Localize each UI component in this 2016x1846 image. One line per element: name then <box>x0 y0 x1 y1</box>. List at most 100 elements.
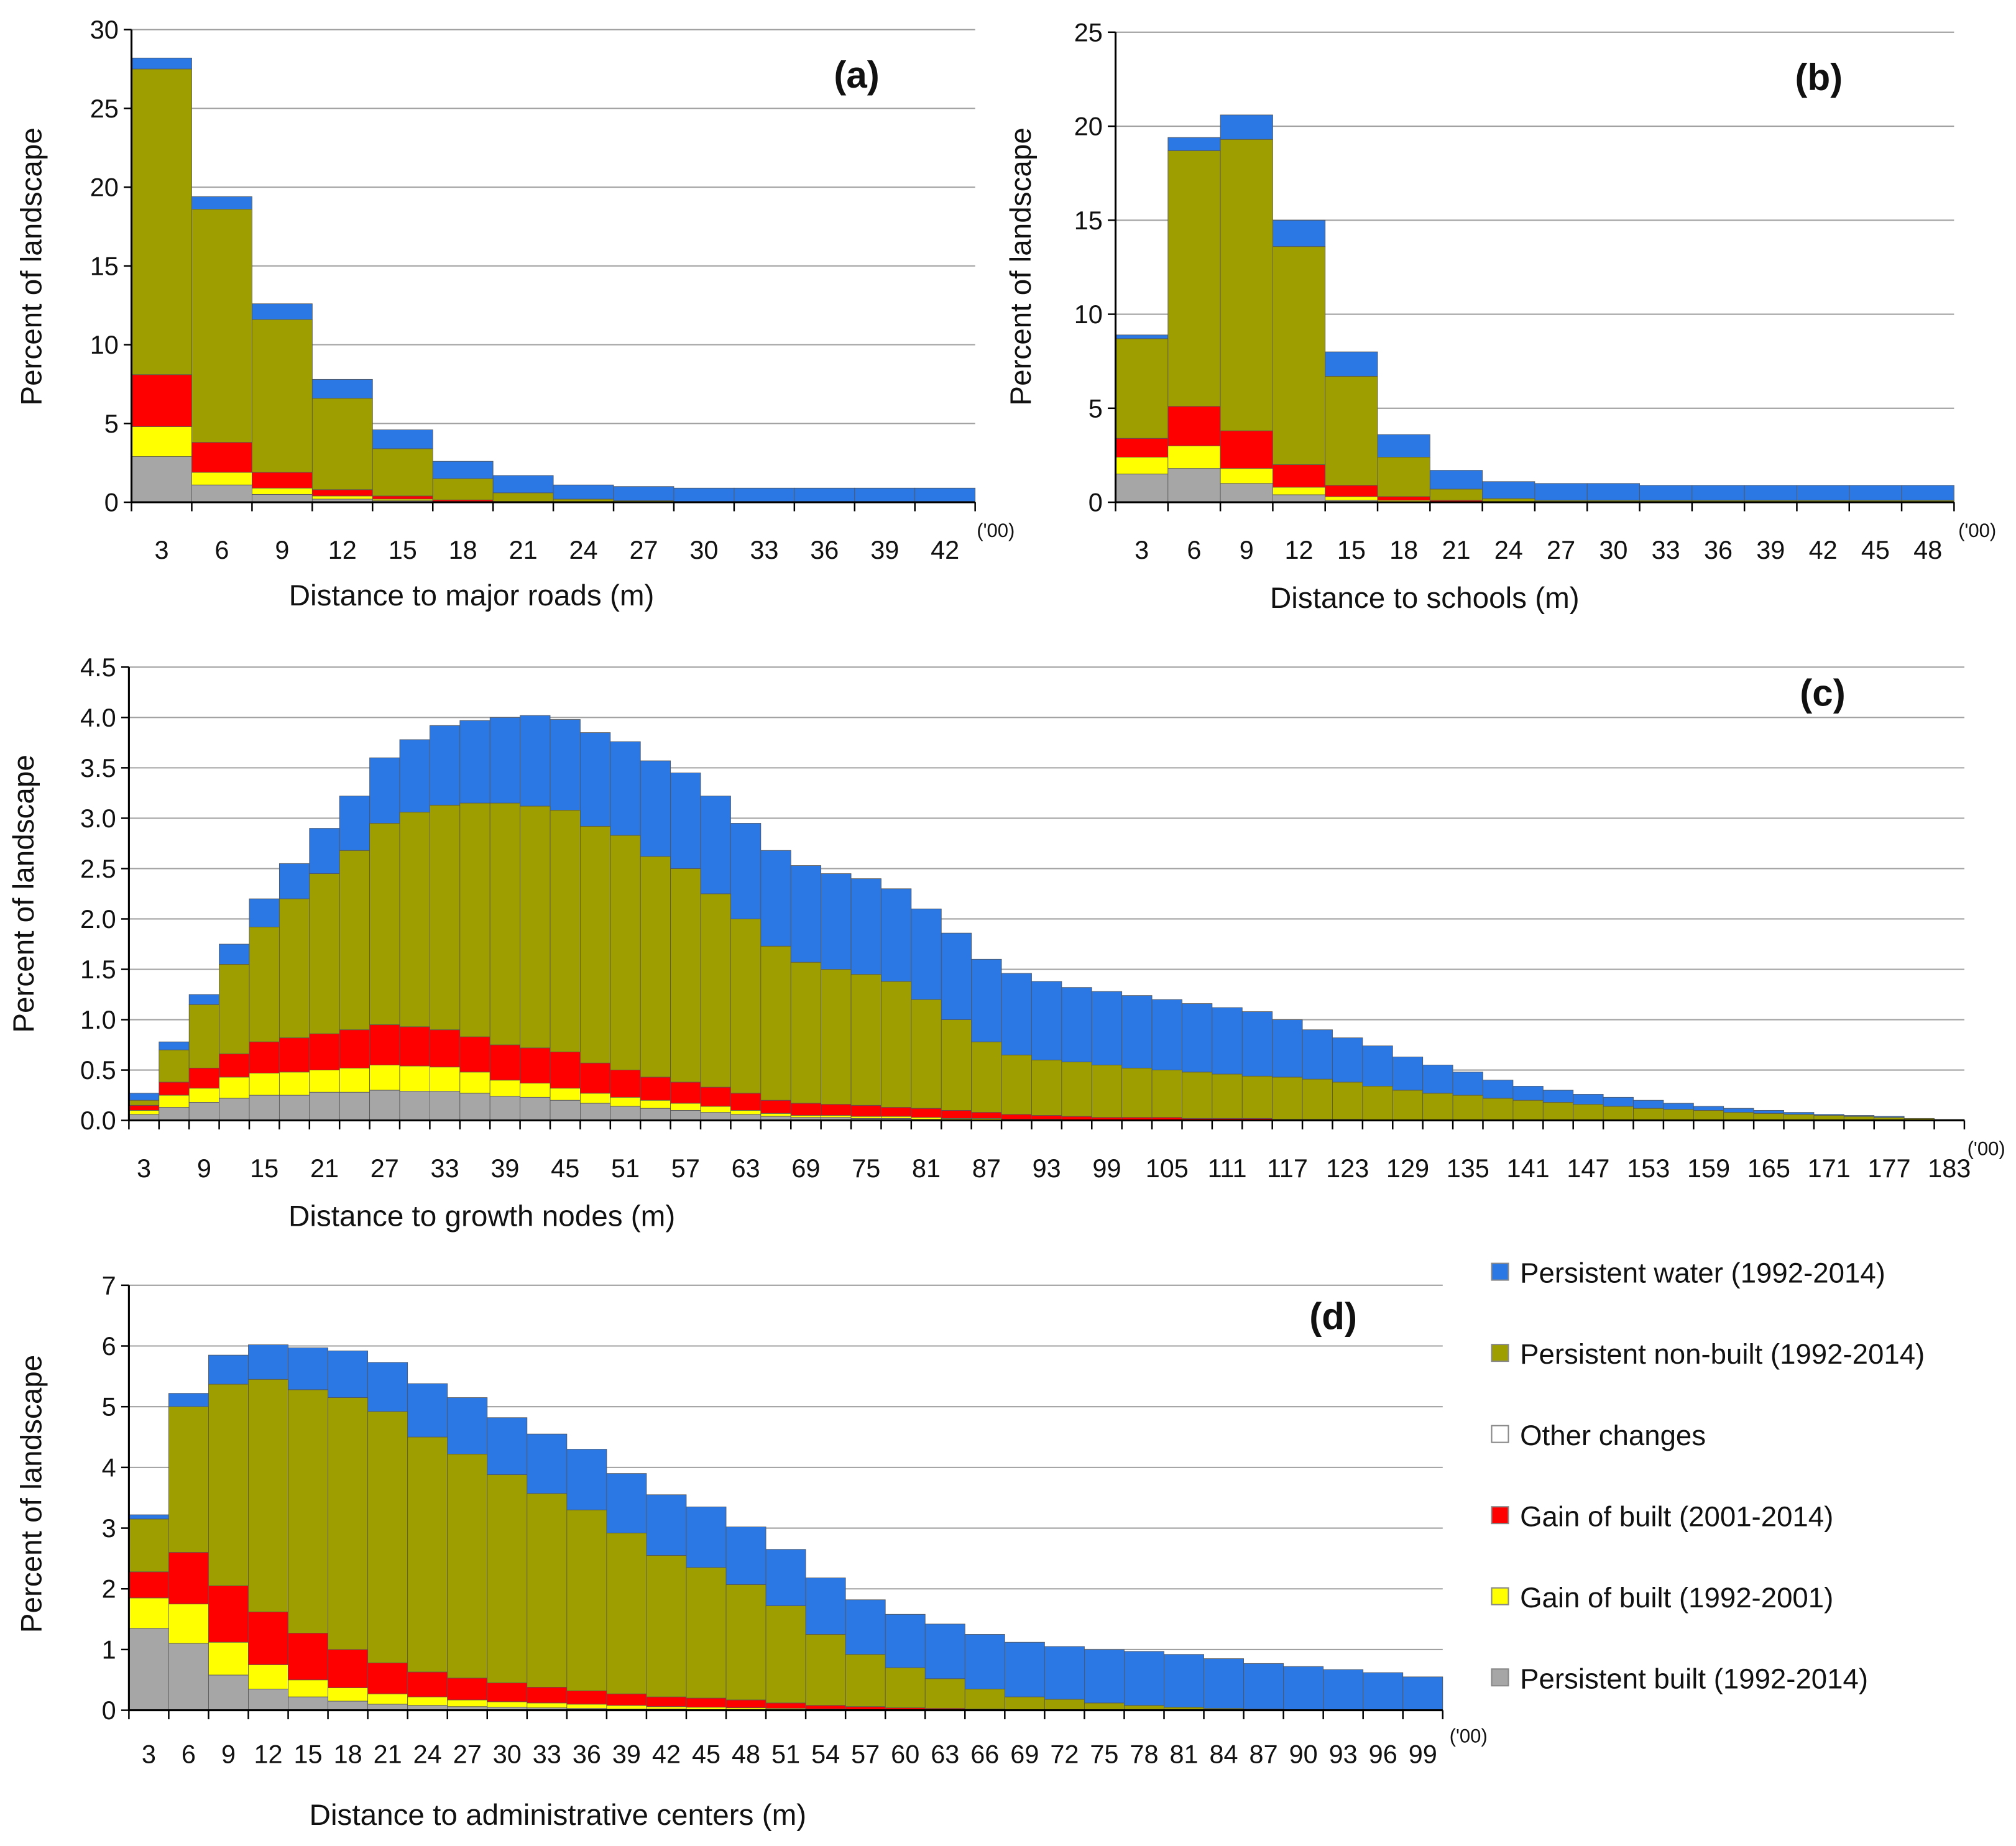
bar-segment-persistent-water-1992-2014 <box>278 863 310 899</box>
x-tick-label: 42 <box>931 535 959 564</box>
bar-segment-persistent-water-1992-2014 <box>1283 1666 1324 1711</box>
bar-segment-persistent-water-1992-2014 <box>1061 987 1092 1063</box>
bar-segment-gain-of-built-2001-2014 <box>610 1070 641 1098</box>
bar-segment-persistent-water-1992-2014 <box>550 719 581 810</box>
bar-segment-persistent-water-1992-2014 <box>885 1614 926 1668</box>
x-tick-label: 24 <box>413 1740 442 1769</box>
bar-segment-persistent-non-built-1992-2014 <box>1663 1109 1694 1121</box>
x-tick-label: 54 <box>811 1740 840 1769</box>
bar-segment-gain-of-built-1992-2001 <box>1115 457 1169 475</box>
bar-segment-persistent-water-1992-2014 <box>1031 981 1062 1060</box>
x-tick-label: 39 <box>1756 535 1785 564</box>
bar-segment-persistent-non-built-1992-2014 <box>1603 1106 1634 1121</box>
unit-note: ('00) <box>1958 520 1996 541</box>
bar-segment-persistent-non-built-1992-2014 <box>1241 1075 1273 1119</box>
x-tick-label: 48 <box>732 1740 760 1769</box>
y-tick-label: 20 <box>1074 112 1103 141</box>
bar-segment-gain-of-built-1992-2001 <box>219 1077 250 1099</box>
bar-segment-persistent-water-1992-2014 <box>1243 1663 1284 1710</box>
x-tick-label: 45 <box>551 1154 579 1183</box>
bar-segment-gain-of-built-1992-2001 <box>191 472 252 485</box>
bar-segment-gain-of-built-1992-2001 <box>790 1115 822 1118</box>
bar-segment-persistent-non-built-1992-2014 <box>850 974 881 1106</box>
bar-segment-persistent-water-1992-2014 <box>911 908 942 1000</box>
y-tick-label: 3.0 <box>80 804 116 833</box>
x-tick-label: 30 <box>1599 535 1627 564</box>
bar-segment-persistent-water-1992-2014 <box>1001 973 1032 1055</box>
bar-segment-gain-of-built-2001-2014 <box>640 1077 671 1101</box>
bar-segment-gain-of-built-2001-2014 <box>429 1029 461 1068</box>
bar-segment-gain-of-built-2001-2014 <box>219 1054 250 1078</box>
x-tick-label: 117 <box>1267 1154 1308 1183</box>
bar-segment-gain-of-built-2001-2014 <box>407 1671 448 1697</box>
bar-segment-persistent-non-built-1992-2014 <box>191 209 252 443</box>
bar-segment-gain-of-built-2001-2014 <box>1001 1114 1032 1120</box>
bar-segment-persistent-built-1992-2014 <box>188 1102 219 1121</box>
bar-segment-persistent-non-built-1992-2014 <box>309 873 340 1034</box>
bar-segment-persistent-non-built-1992-2014 <box>1115 338 1169 439</box>
bar-segment-persistent-built-1992-2014 <box>339 1091 371 1121</box>
bar-segment-persistent-water-1992-2014 <box>128 1093 160 1101</box>
bar-segment-persistent-water-1992-2014 <box>309 828 340 874</box>
bar-segment-persistent-water-1992-2014 <box>734 487 795 502</box>
x-tick-label: 87 <box>1250 1740 1278 1769</box>
y-tick-label: 6 <box>102 1331 116 1361</box>
legend-label: Persistent non-built (1992-2014) <box>1520 1338 1925 1370</box>
bar-segment-persistent-water-1992-2014 <box>580 732 611 827</box>
bar-segment-persistent-non-built-1992-2014 <box>640 856 671 1078</box>
x-tick-label: 69 <box>1010 1740 1039 1769</box>
x-tick-label: 66 <box>970 1740 999 1769</box>
x-tick-label: 39 <box>490 1154 519 1183</box>
x-tick-label: 183 <box>1928 1154 1971 1183</box>
x-axis-title: Distance to schools (m) <box>1270 582 1580 615</box>
bar-segment-gain-of-built-2001-2014 <box>248 1611 288 1665</box>
x-tick-label: 33 <box>750 535 778 564</box>
bar-segment-persistent-water-1992-2014 <box>429 725 461 806</box>
y-tick-label: 2.0 <box>80 904 116 934</box>
bar-segment-persistent-non-built-1992-2014 <box>489 802 521 1045</box>
bar-segment-persistent-water-1992-2014 <box>794 487 855 502</box>
y-tick-label: 7 <box>102 1270 116 1300</box>
bar-segment-persistent-water-1992-2014 <box>1692 485 1745 501</box>
x-tick-label: 45 <box>1861 535 1890 564</box>
bar-segment-gain-of-built-2001-2014 <box>971 1112 1002 1119</box>
bar-segment-persistent-water-1992-2014 <box>1363 1672 1404 1711</box>
bar-segment-gain-of-built-2001-2014 <box>188 1067 219 1089</box>
x-tick-label: 36 <box>573 1740 601 1769</box>
x-tick-label: 57 <box>671 1154 700 1183</box>
y-tick-label: 0 <box>104 488 119 517</box>
bar-segment-persistent-non-built-1992-2014 <box>527 1493 568 1688</box>
bar-segment-persistent-non-built-1992-2014 <box>964 1688 1005 1710</box>
bar-segment-persistent-water-1992-2014 <box>1402 1676 1443 1711</box>
bar-segment-gain-of-built-1992-2001 <box>369 1065 400 1091</box>
bar-segment-persistent-water-1992-2014 <box>369 757 400 824</box>
bar-segment-persistent-water-1992-2014 <box>1151 999 1182 1070</box>
bar-segment-gain-of-built-2001-2014 <box>760 1100 791 1114</box>
bar-segment-persistent-water-1992-2014 <box>1633 1100 1664 1109</box>
legend-label: Gain of built (1992-2001) <box>1520 1582 1833 1614</box>
x-tick-label: 21 <box>509 535 538 564</box>
bar-segment-gain-of-built-2001-2014 <box>520 1047 551 1084</box>
bar-segment-persistent-built-1992-2014 <box>309 1091 340 1121</box>
bar-segment-gain-of-built-1992-2001 <box>821 1115 852 1118</box>
bar-segment-gain-of-built-1992-2001 <box>760 1113 791 1117</box>
bar-segment-gain-of-built-2001-2014 <box>487 1683 528 1702</box>
bar-segment-persistent-water-1992-2014 <box>1843 1115 1875 1117</box>
bar-segment-persistent-built-1992-2014 <box>550 1100 581 1121</box>
bar-segment-gain-of-built-2001-2014 <box>941 1109 972 1119</box>
bar-segment-persistent-water-1992-2014 <box>971 958 1002 1042</box>
bar-segment-persistent-water-1992-2014 <box>1377 434 1430 457</box>
bar-segment-persistent-water-1992-2014 <box>131 57 192 70</box>
bar-segment-persistent-non-built-1992-2014 <box>730 919 762 1094</box>
bar-segment-persistent-water-1992-2014 <box>407 1383 448 1438</box>
bar-segment-persistent-water-1992-2014 <box>1164 1654 1204 1708</box>
bar-segment-gain-of-built-1992-2001 <box>407 1696 448 1706</box>
bar-segment-persistent-water-1992-2014 <box>487 1417 528 1476</box>
x-tick-label: 165 <box>1747 1154 1790 1183</box>
x-tick-label: 51 <box>771 1740 800 1769</box>
bar-segment-gain-of-built-1992-2001 <box>1325 496 1378 501</box>
bar-segment-persistent-non-built-1992-2014 <box>1753 1113 1784 1121</box>
